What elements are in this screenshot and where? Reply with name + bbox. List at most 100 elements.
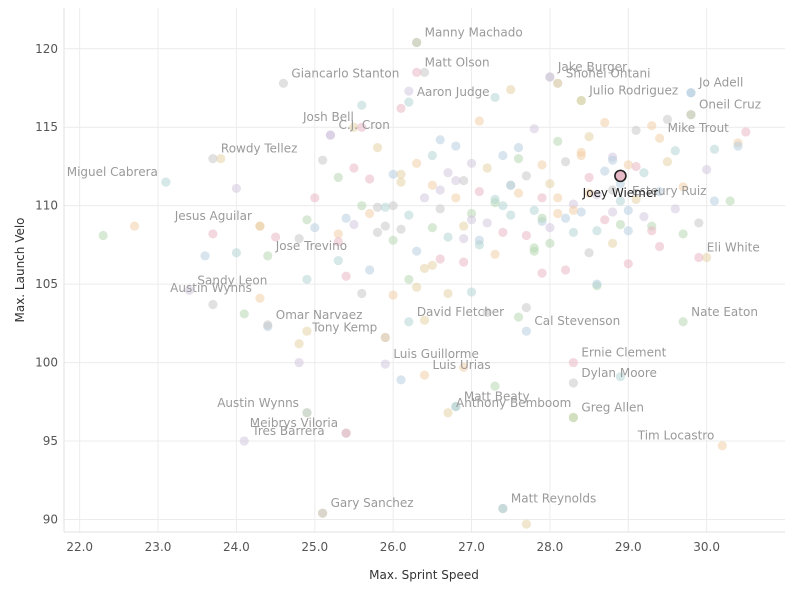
data-point[interactable] xyxy=(592,226,602,236)
data-point[interactable] xyxy=(349,219,359,230)
data-point[interactable] xyxy=(702,252,712,263)
data-point[interactable] xyxy=(529,124,539,134)
data-point[interactable] xyxy=(396,375,406,385)
data-point[interactable] xyxy=(388,169,398,179)
data-point[interactable] xyxy=(584,132,594,142)
data-point[interactable] xyxy=(553,208,563,219)
data-point[interactable] xyxy=(474,240,484,250)
data-point[interactable] xyxy=(568,227,579,237)
data-point[interactable] xyxy=(98,230,108,241)
data-point[interactable] xyxy=(490,249,500,259)
data-point[interactable] xyxy=(443,232,453,242)
data-point[interactable] xyxy=(725,196,735,206)
labeled-data-point[interactable] xyxy=(404,97,414,107)
data-point[interactable] xyxy=(553,136,563,146)
data-point[interactable] xyxy=(412,246,422,256)
data-point[interactable] xyxy=(506,180,516,190)
data-point[interactable] xyxy=(553,193,563,203)
data-point[interactable] xyxy=(435,135,445,145)
labeled-data-point[interactable] xyxy=(255,293,265,303)
data-point[interactable] xyxy=(600,215,610,225)
data-point[interactable] xyxy=(466,287,477,297)
data-point[interactable] xyxy=(670,146,680,156)
data-point[interactable] xyxy=(560,213,571,223)
data-point[interactable] xyxy=(694,218,704,228)
labeled-data-point[interactable] xyxy=(498,503,508,514)
data-point[interactable] xyxy=(333,172,343,183)
data-point[interactable] xyxy=(451,141,461,151)
data-point[interactable] xyxy=(365,265,375,275)
data-point[interactable] xyxy=(239,309,249,319)
data-point[interactable] xyxy=(513,154,524,164)
data-point[interactable] xyxy=(404,210,414,220)
data-point[interactable] xyxy=(365,208,375,219)
data-point[interactable] xyxy=(302,215,312,225)
data-point[interactable] xyxy=(506,84,516,95)
labeled-data-point[interactable] xyxy=(255,221,265,231)
data-point[interactable] xyxy=(709,144,720,154)
data-point[interactable] xyxy=(678,182,688,192)
data-point[interactable] xyxy=(623,205,633,215)
data-point[interactable] xyxy=(427,223,437,233)
data-point[interactable] xyxy=(372,227,383,237)
data-point[interactable] xyxy=(231,248,242,258)
labeled-data-point[interactable] xyxy=(161,177,171,187)
data-point[interactable] xyxy=(498,227,508,237)
labeled-data-point[interactable] xyxy=(302,408,312,418)
data-point[interactable] xyxy=(412,282,422,292)
labeled-data-point[interactable] xyxy=(184,285,194,295)
data-point[interactable] xyxy=(521,519,531,529)
data-point[interactable] xyxy=(396,177,406,187)
data-point[interactable] xyxy=(404,86,414,96)
data-point[interactable] xyxy=(412,158,422,168)
labeled-data-point[interactable] xyxy=(443,408,453,418)
data-point[interactable] xyxy=(733,141,743,151)
data-point[interactable] xyxy=(427,260,437,270)
labeled-data-point[interactable] xyxy=(451,401,461,412)
data-point[interactable] xyxy=(607,238,618,248)
data-point[interactable] xyxy=(435,204,445,214)
labeled-data-point[interactable] xyxy=(545,72,555,82)
data-point[interactable] xyxy=(607,155,618,165)
data-point[interactable] xyxy=(466,158,477,168)
data-point[interactable] xyxy=(482,218,492,228)
data-point[interactable] xyxy=(419,67,430,77)
labeled-data-point[interactable] xyxy=(380,359,390,369)
data-point[interactable] xyxy=(216,154,226,164)
data-point[interactable] xyxy=(435,185,445,195)
data-point[interactable] xyxy=(490,381,500,391)
data-point[interactable] xyxy=(396,224,406,234)
data-point[interactable] xyxy=(372,143,383,153)
data-point[interactable] xyxy=(662,157,673,167)
data-point[interactable] xyxy=(427,150,437,161)
data-point[interactable] xyxy=(592,279,602,289)
data-point[interactable] xyxy=(466,215,477,225)
data-point[interactable] xyxy=(560,157,571,167)
data-point[interactable] xyxy=(459,234,469,244)
labeled-data-point[interactable] xyxy=(278,78,289,88)
data-point[interactable] xyxy=(615,196,626,206)
data-point[interactable] xyxy=(294,357,304,368)
data-point[interactable] xyxy=(513,143,524,153)
labeled-data-point[interactable] xyxy=(208,154,218,164)
labeled-data-point[interactable] xyxy=(694,252,704,263)
data-point[interactable] xyxy=(498,201,508,211)
data-point[interactable] xyxy=(372,202,383,212)
labeled-data-point[interactable] xyxy=(263,251,273,261)
data-point[interactable] xyxy=(631,125,641,135)
data-point[interactable] xyxy=(357,288,367,299)
data-point[interactable] xyxy=(521,171,531,181)
data-point[interactable] xyxy=(741,127,751,137)
data-point[interactable] xyxy=(647,226,657,236)
data-point[interactable] xyxy=(537,160,547,170)
data-point[interactable] xyxy=(568,205,579,215)
data-point[interactable] xyxy=(333,229,343,239)
labeled-data-point[interactable] xyxy=(568,378,579,388)
data-point[interactable] xyxy=(600,117,610,128)
data-point[interactable] xyxy=(451,193,461,203)
data-point[interactable] xyxy=(459,257,469,267)
labeled-data-point[interactable] xyxy=(686,110,696,120)
data-point[interactable] xyxy=(357,201,367,211)
data-point[interactable] xyxy=(513,312,524,322)
data-point[interactable] xyxy=(607,185,618,195)
